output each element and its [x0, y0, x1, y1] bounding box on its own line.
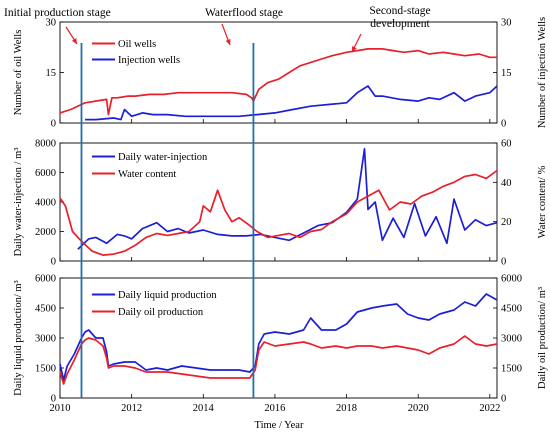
y-tick-label: 8000 [35, 139, 56, 150]
legend-label: Oil wells [118, 39, 156, 50]
x-tick-label: 2022 [479, 403, 500, 414]
y-tick-label: 0 [51, 119, 56, 130]
x-tick-label: 2010 [50, 403, 71, 414]
x-tick-label: 2012 [121, 403, 142, 414]
panel-top: 0 15 30 0 15 30 Number of oil Wells Number of i… [13, 17, 548, 130]
x-tick-label: 2016 [264, 403, 285, 414]
series-line-daily-liquid-production [59, 293, 498, 381]
chart-panels: 0 15 30 0 15 30 Number of oil Wells Number of i… [13, 17, 548, 414]
stage3-label-line1: Second-stage [369, 5, 430, 17]
stage-divider-lines [80, 43, 255, 398]
stage2-label: Waterflood stage [205, 7, 283, 19]
series-line-daily-oil-production [59, 335, 498, 385]
legend-label: Daily liquid production [118, 290, 217, 301]
y2-tick-label: 3000 [501, 334, 522, 345]
y-axis-label: Daily liquid production/ m³ [13, 280, 24, 395]
x-tick-label: 2014 [193, 403, 215, 414]
y-axis-label: Daily water-injection / m³ [13, 148, 24, 257]
y-tick-label: 0 [51, 257, 56, 268]
y-tick-label: 4000 [35, 198, 56, 209]
legend-label: Daily oil production [118, 307, 204, 318]
series-line-injection-wells [85, 85, 498, 121]
y-tick-label: 2000 [35, 227, 56, 238]
y2-axis-label: Number of injection Wells [537, 17, 548, 128]
y-tick-label: 0 [51, 394, 56, 405]
y-tick-label: 6000 [35, 168, 56, 179]
legend-label: Daily water-injection [118, 152, 208, 163]
y-axis-label: Number of oil Wells [13, 30, 24, 116]
series-line-water-content [59, 169, 498, 256]
y2-tick-label: 0 [501, 119, 506, 130]
y2-tick-label: 15 [501, 68, 512, 79]
stage2-arrow-head [225, 39, 231, 45]
x-tick-label: 2020 [408, 403, 429, 414]
y-tick-label: 4500 [35, 304, 56, 315]
legend-label: Injection wells [118, 55, 180, 66]
x-axis-label: Time / Year [255, 420, 304, 431]
y2-tick-label: 1500 [501, 364, 522, 375]
y2-tick-label: 40 [501, 178, 512, 189]
y2-tick-label: 6000 [501, 274, 522, 285]
y2-axis-label: Water content/ % [537, 165, 548, 238]
y2-axis-label: Daily oil production/ m³ [537, 287, 548, 389]
y-tick-label: 15 [46, 68, 57, 79]
y2-tick-label: 0 [501, 394, 506, 405]
series-line-daily-water-injection [77, 148, 498, 250]
panel-frame [59, 21, 498, 124]
y-tick-label: 30 [46, 18, 57, 29]
panel-middle: 0 2000 4000 6000 8000 0 20 40 60 Daily water-inje… [13, 139, 548, 268]
x-tick-label: 2018 [336, 403, 357, 414]
y2-tick-label: 4500 [501, 304, 522, 315]
y2-tick-label: 0 [501, 257, 506, 268]
stage3-label-line2: development [370, 18, 430, 30]
y-tick-label: 1500 [35, 364, 56, 375]
series-line-oil-wells [59, 48, 497, 116]
annotation-arrows [65, 23, 362, 53]
y2-tick-label: 30 [501, 18, 512, 29]
y-tick-label: 6000 [35, 274, 56, 285]
stage1-label: Initial production stage [4, 7, 111, 19]
legend-label: Water content [118, 169, 176, 180]
y-tick-label: 3000 [35, 334, 56, 345]
y2-tick-label: 20 [501, 217, 512, 228]
stage1-arrow-head [71, 38, 77, 44]
y2-tick-label: 60 [501, 139, 512, 150]
panel-bottom: 0 1500 3000 4500 6000 0 1500 3000 4500 6000 2010 20… [13, 274, 548, 415]
